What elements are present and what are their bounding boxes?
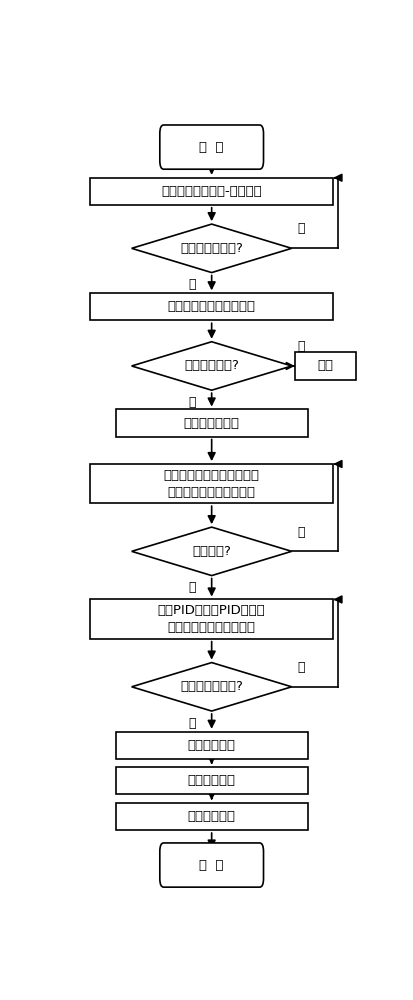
Bar — [116, 732, 308, 759]
Text: 接收轧线设定压力和流量: 接收轧线设定压力和流量 — [168, 300, 256, 313]
Text: 尾部离开超快冷?: 尾部离开超快冷? — [180, 680, 243, 693]
Bar — [116, 409, 308, 437]
Text: 流量开环断开: 流量开环断开 — [188, 739, 236, 752]
Polygon shape — [132, 663, 292, 711]
Bar — [116, 803, 308, 830]
Text: 压力闭环断开: 压力闭环断开 — [188, 810, 236, 823]
Polygon shape — [132, 342, 292, 390]
Bar — [90, 599, 333, 639]
Bar — [90, 178, 333, 205]
Text: 是: 是 — [189, 278, 196, 291]
Text: 是: 是 — [189, 717, 196, 730]
Bar — [90, 464, 333, 503]
Text: 是: 是 — [189, 396, 196, 409]
Text: 在设定范围内?: 在设定范围内? — [184, 359, 239, 372]
Text: 泵站开始降速: 泵站开始降速 — [188, 774, 236, 787]
Text: 是: 是 — [189, 581, 196, 594]
Text: 开启超快冷集管: 开启超快冷集管 — [184, 417, 240, 430]
Text: 升速完成?: 升速完成? — [192, 545, 231, 558]
Text: 否: 否 — [297, 223, 304, 235]
Polygon shape — [132, 224, 292, 273]
Text: 结  束: 结 束 — [199, 859, 224, 872]
FancyBboxPatch shape — [160, 843, 263, 887]
Text: 头部到达升速点?: 头部到达升速点? — [180, 242, 243, 255]
Text: 标定耦合器开口度-流量曲线: 标定耦合器开口度-流量曲线 — [161, 185, 262, 198]
FancyBboxPatch shape — [160, 125, 263, 169]
Bar — [295, 352, 356, 380]
Polygon shape — [132, 527, 292, 576]
Text: 开  始: 开 始 — [199, 141, 224, 154]
Text: 报警: 报警 — [317, 359, 333, 372]
Text: 否: 否 — [297, 526, 304, 539]
Bar — [90, 293, 333, 320]
Text: 通过液力耦合器进行流量开
环控制，对泵站进行升速: 通过液力耦合器进行流量开 环控制，对泵站进行升速 — [164, 469, 260, 499]
Text: 否: 否 — [297, 340, 305, 353]
Text: 采用PID或模糊PID控制方
法进行轧线压力动态调节: 采用PID或模糊PID控制方 法进行轧线压力动态调节 — [158, 604, 266, 634]
Text: 否: 否 — [297, 661, 304, 674]
Bar — [116, 767, 308, 794]
